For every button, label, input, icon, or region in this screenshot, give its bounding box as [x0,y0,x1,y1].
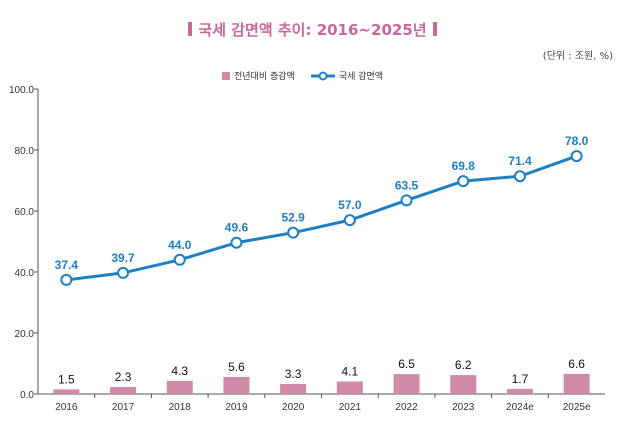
y-tick-label: 0.0 [20,390,34,401]
legend-item-line: 국세 감면액 [310,69,384,82]
line-value-label: 49.6 [225,221,249,235]
bar [223,376,250,394]
title-bar-left [188,22,193,36]
line-point [60,273,73,286]
bar [53,389,80,394]
line-point [513,170,526,183]
line-series [66,154,578,282]
bar-value-label: 2.3 [115,370,132,384]
line-point [343,214,356,227]
x-tick-label: 2018 [169,402,192,413]
x-tick-label: 2021 [339,402,362,413]
line-point [230,236,243,249]
bar-value-label: 3.3 [285,367,302,381]
x-tick-label: 2017 [112,402,135,413]
x-tick-label: 2020 [282,402,305,413]
y-tick-label: 80.0 [15,146,35,157]
line-value-label: 57.0 [338,198,362,212]
bar [110,386,137,394]
legend: 전년대비 증감액 국세 감면액 [222,69,383,82]
bar-value-label: 6.6 [568,357,585,371]
x-tick-label: 2019 [225,402,248,413]
legend-item-bar: 전년대비 증감액 [222,69,295,82]
unit-note: (단위 : 조원, %) [542,51,613,62]
line-point [570,150,583,163]
line-point [117,266,130,279]
bar [450,375,477,394]
x-tick-label: 2025e [563,402,591,413]
bar [166,380,193,394]
line-point [173,253,186,266]
bar-value-label: 1.5 [58,372,75,386]
line-point [287,226,300,239]
x-tick-label: 2023 [452,402,475,413]
line-value-label: 52.9 [281,211,305,225]
bar [563,373,590,394]
bar [506,388,533,394]
bar-value-label: 4.3 [171,364,188,378]
legend-bar-label: 전년대비 증감액 [234,72,295,82]
x-tick-label: 2016 [55,402,78,413]
x-tick-label: 2024e [506,402,534,413]
line-value-label: 37.4 [55,258,79,272]
line-value-label: 44.0 [168,238,192,252]
chart-title: 국세 감면액 추이: 2016~2025년 [0,19,625,40]
bar-value-label: 1.7 [512,372,529,386]
line-point [400,194,413,207]
chart-title-text: 국세 감면액 추이: 2016~2025년 [198,21,427,39]
bar-value-label: 6.5 [398,357,415,371]
y-tick-label: 100.0 [9,85,34,96]
y-tick-label: 40.0 [15,268,35,279]
bar-value-label: 5.6 [228,360,245,374]
line-point [457,175,470,188]
line-value-label: 69.8 [452,159,476,173]
x-tick-label: 2022 [395,402,418,413]
line-value-label: 71.4 [508,154,532,168]
bar-value-label: 6.2 [455,358,472,372]
bar [280,383,307,394]
y-tick-label: 60.0 [15,207,35,218]
bar-value-label: 4.1 [342,364,359,378]
title-bar-right [432,22,437,36]
bar [336,381,363,394]
line-value-label: 39.7 [111,251,135,265]
legend-line-swatch [310,71,335,80]
legend-line-label: 국세 감면액 [338,72,384,82]
y-tick-label: 20.0 [15,329,35,340]
legend-bar-swatch [222,71,230,80]
bar [393,374,420,394]
line-value-label: 78.0 [565,134,589,148]
line-value-label: 63.5 [395,178,419,192]
